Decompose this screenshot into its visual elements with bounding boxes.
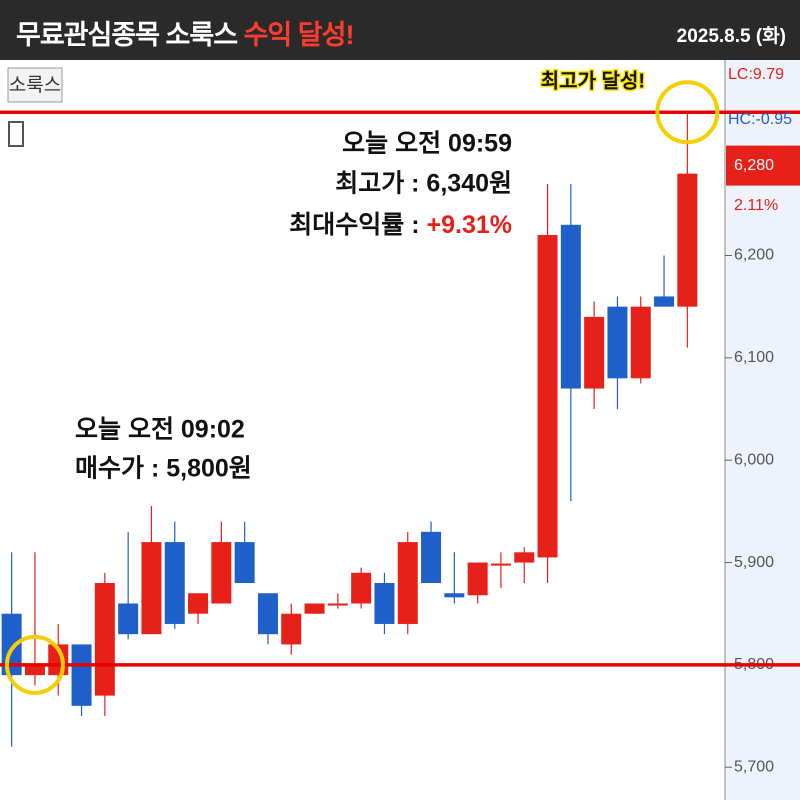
candle-body xyxy=(71,644,92,706)
candle-body xyxy=(397,542,418,624)
buy-price: 매수가 : 5,800원 xyxy=(75,455,252,483)
candle-body xyxy=(654,296,675,307)
hc-label: HC:-0.95 xyxy=(728,111,792,128)
candle-body xyxy=(444,593,465,598)
title-highlight: 수익 달성! xyxy=(243,20,355,50)
candle-body xyxy=(537,235,558,558)
annotation-box xyxy=(62,400,312,506)
candle-body xyxy=(630,306,651,379)
candle-body xyxy=(607,306,628,379)
y-tick-label: 5,900 xyxy=(734,554,774,571)
candle-body xyxy=(514,552,535,563)
max-return-value: +9.31% xyxy=(427,211,513,239)
candle-body xyxy=(164,542,185,624)
last-price-box xyxy=(726,145,800,186)
icon xyxy=(8,121,24,147)
high-time: 오늘 오전 09:59 xyxy=(342,130,512,158)
candle-body xyxy=(234,542,255,584)
candle-body xyxy=(327,603,348,606)
peak-label: 최고가 달성! xyxy=(541,69,645,92)
symbol: 소룩스 xyxy=(9,75,61,96)
y-tick-label: 6,100 xyxy=(734,349,774,366)
y-tick-label: 6,000 xyxy=(734,451,774,468)
candle-body xyxy=(584,316,605,389)
title: 무료관심종목 소룩스 수익 달성! xyxy=(16,13,355,52)
change-pct: 2.11% xyxy=(734,197,778,214)
date: 2025.8.5 (화) xyxy=(676,26,786,47)
candle-body xyxy=(351,572,372,604)
highlight-circle xyxy=(655,80,720,145)
candle-body xyxy=(141,542,162,635)
highlight-circle xyxy=(4,634,65,695)
title-text: 무료관심종목 소룩스 xyxy=(16,20,238,50)
candle-body xyxy=(211,542,232,604)
candle-body xyxy=(188,593,209,614)
candle-body xyxy=(467,562,488,596)
candle-body xyxy=(677,173,698,307)
y-tick-label: 5,700 xyxy=(734,758,774,775)
y-tick-label: 6,200 xyxy=(734,247,774,264)
header: 무료관심종목 소룩스 수익 달성! 2025.8.5 (화) xyxy=(0,0,800,60)
candle-body xyxy=(94,583,115,696)
candle-body xyxy=(24,664,45,676)
candle-body xyxy=(304,603,325,614)
high-price: 최고가 : 6,340원 xyxy=(335,170,512,198)
candle-body xyxy=(421,531,442,584)
symbol-box xyxy=(7,67,63,103)
candle-body xyxy=(257,593,278,635)
candle-body xyxy=(118,603,139,635)
candle-body xyxy=(560,224,581,389)
max-return: 최대수익률 : +9.31% xyxy=(289,211,512,239)
candle-body xyxy=(281,613,302,645)
candle-body xyxy=(490,563,511,566)
buy-time: 오늘 오전 09:02 xyxy=(75,416,245,444)
last-price: 6,280 xyxy=(734,157,774,174)
max-return-label: 최대수익률 : xyxy=(289,211,426,239)
lc-label: LC:9.79 xyxy=(728,66,784,83)
chart: 소룩스 5,7005,8005,9006,0006,1006,200LC:9.7… xyxy=(0,60,800,800)
annotation-box xyxy=(242,118,530,250)
candle-body xyxy=(374,583,395,624)
